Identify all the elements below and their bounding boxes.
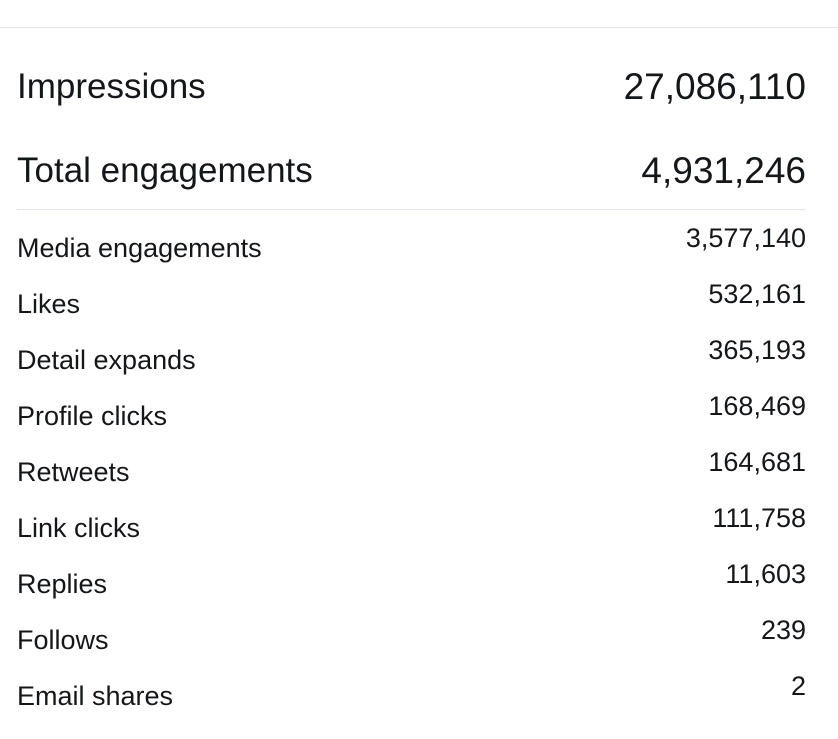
metric-value: 168,469	[708, 391, 806, 421]
metric-label: Profile clicks	[17, 401, 168, 431]
metric-label: Likes	[17, 289, 81, 319]
metric-row-likes: Likes 532,161	[17, 278, 806, 334]
metric-value: 239	[760, 615, 806, 645]
total-engagements-label: Total engagements	[17, 151, 313, 190]
impressions-label: Impressions	[17, 67, 206, 106]
metric-label: Email shares	[17, 681, 174, 711]
metric-row-retweets: Retweets 164,681	[17, 446, 806, 502]
metric-value: 3,577,140	[685, 223, 806, 253]
metric-label: Retweets	[17, 457, 130, 487]
metric-value: 111,758	[712, 503, 806, 533]
metric-row-link-clicks: Link clicks 111,758	[17, 502, 806, 558]
metric-value: 365,193	[708, 335, 806, 365]
metric-row-replies: Replies 11,603	[17, 558, 806, 614]
metric-label: Replies	[17, 569, 108, 599]
section-divider	[17, 209, 806, 210]
metric-value: 11,603	[725, 559, 806, 589]
metric-label: Detail expands	[17, 345, 196, 375]
metric-label: Link clicks	[17, 513, 141, 543]
total-engagements-row: Total engagements 4,931,246	[17, 151, 806, 191]
metric-value: 2	[790, 671, 806, 701]
impressions-row: Impressions 27,086,110	[17, 67, 806, 107]
metric-row-detail-expands: Detail expands 365,193	[17, 334, 806, 390]
top-divider	[0, 27, 838, 28]
impressions-value: 27,086,110	[623, 66, 806, 107]
metric-label: Media engagements	[17, 233, 262, 263]
metric-row-follows: Follows 239	[17, 614, 806, 670]
metric-value: 164,681	[708, 447, 806, 477]
total-engagements-value: 4,931,246	[641, 150, 806, 191]
engagement-metrics-list: Media engagements 3,577,140 Likes 532,16…	[17, 222, 806, 726]
metric-row-email-shares: Email shares 2	[17, 670, 806, 726]
metric-value: 532,161	[708, 279, 806, 309]
metric-row-media-engagements: Media engagements 3,577,140	[17, 222, 806, 278]
metric-label: Follows	[17, 625, 109, 655]
metric-row-profile-clicks: Profile clicks 168,469	[17, 390, 806, 446]
